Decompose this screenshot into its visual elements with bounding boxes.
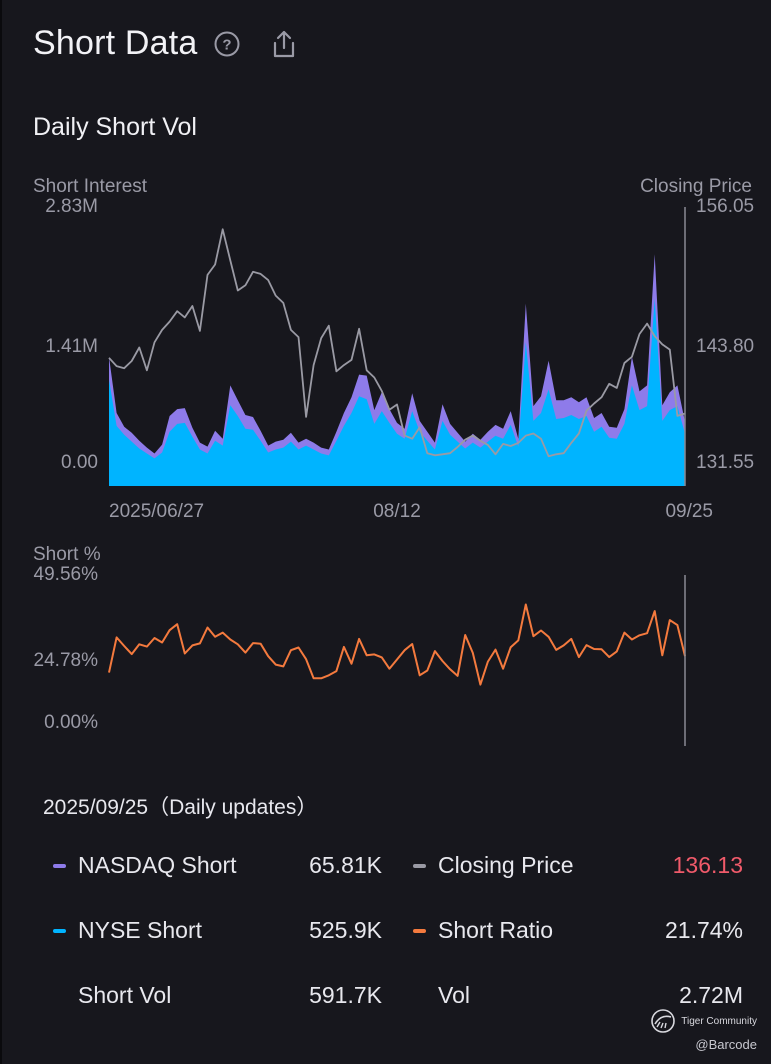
short-vol-value: 591.7K — [309, 982, 382, 1008]
legend-short-ratio: Short Ratio — [413, 917, 553, 944]
nyse-color-dot — [53, 928, 66, 933]
short-data-charts[interactable]: Short Interest Closing Price 2.83M 1.41M… — [0, 0, 771, 770]
legend-nyse-short: NYSE Short — [53, 917, 202, 944]
page-title: Short Data — [33, 24, 198, 62]
watermark: Tiger Community — [649, 1008, 757, 1034]
tiger-community-logo-icon — [651, 1009, 676, 1033]
left-tick-mid: 1.41M — [45, 336, 98, 357]
nyse-short-value: 525.9K — [309, 917, 382, 943]
closing-price-label: Closing Price — [438, 852, 574, 878]
short-ratio-line — [108, 603, 686, 686]
closing-price-color-dot — [413, 863, 426, 868]
header: Short Data ? — [33, 24, 298, 63]
x-tick-end: 09/25 — [665, 501, 713, 522]
short-ratio-chart: Short % 49.56% 24.78% 0.00% — [33, 544, 686, 746]
short-volume-chart: Short Interest Closing Price 2.83M 1.41M… — [33, 176, 754, 522]
short-vol-label: Short Vol — [78, 982, 172, 1008]
ratio-tick-mid: 24.78% — [34, 650, 99, 671]
vol-row: Vol — [438, 982, 470, 1009]
short-ratio-label: Short Ratio — [438, 917, 554, 943]
svg-text:?: ? — [222, 36, 231, 53]
right-tick-mid: 143.80 — [696, 336, 754, 357]
short-ratio-value: 21.74% — [664, 917, 743, 943]
nasdaq-short-label: NASDAQ Short — [78, 852, 237, 878]
nasdaq-short-value: 65.81K — [309, 852, 382, 878]
legend-closing-price: Closing Price — [413, 852, 574, 879]
left-edge-rule — [0, 0, 2, 1064]
ratio-axis-label: Short % — [33, 544, 101, 565]
question-circle-icon[interactable]: ? — [214, 31, 240, 57]
left-tick-bottom: 0.00 — [61, 452, 98, 473]
left-axis-label: Short Interest — [33, 176, 148, 197]
legend-nasdaq-short: NASDAQ Short — [53, 852, 237, 879]
right-axis-label: Closing Price — [640, 176, 752, 197]
short-vol-row: Short Vol — [78, 982, 171, 1009]
short-ratio-color-dot — [413, 928, 426, 933]
left-tick-top: 2.83M — [45, 196, 98, 217]
right-tick-bottom: 131.55 — [696, 452, 754, 473]
ratio-tick-top: 49.56% — [34, 564, 99, 585]
section-title: Daily Short Vol — [33, 113, 197, 141]
right-tick-top: 156.05 — [696, 196, 754, 217]
nyse-short-label: NYSE Short — [78, 917, 202, 943]
closing-price-value: 136.13 — [672, 852, 743, 878]
vol-value: 2.72M — [679, 982, 743, 1008]
nasdaq-color-dot — [53, 863, 66, 868]
watermark-brand: Tiger Community — [681, 1015, 757, 1027]
x-tick-start: 2025/06/27 — [109, 501, 204, 522]
ratio-tick-bottom: 0.00% — [44, 712, 98, 733]
closing-price-line — [108, 228, 686, 458]
details-date: 2025/09/25（Daily updates） — [43, 796, 318, 819]
share-icon[interactable] — [270, 29, 298, 59]
nyse-short-area — [109, 298, 685, 486]
watermark-handle: @Barcode — [695, 1037, 757, 1052]
x-tick-mid: 08/12 — [373, 501, 421, 522]
vol-label: Vol — [438, 982, 470, 1008]
